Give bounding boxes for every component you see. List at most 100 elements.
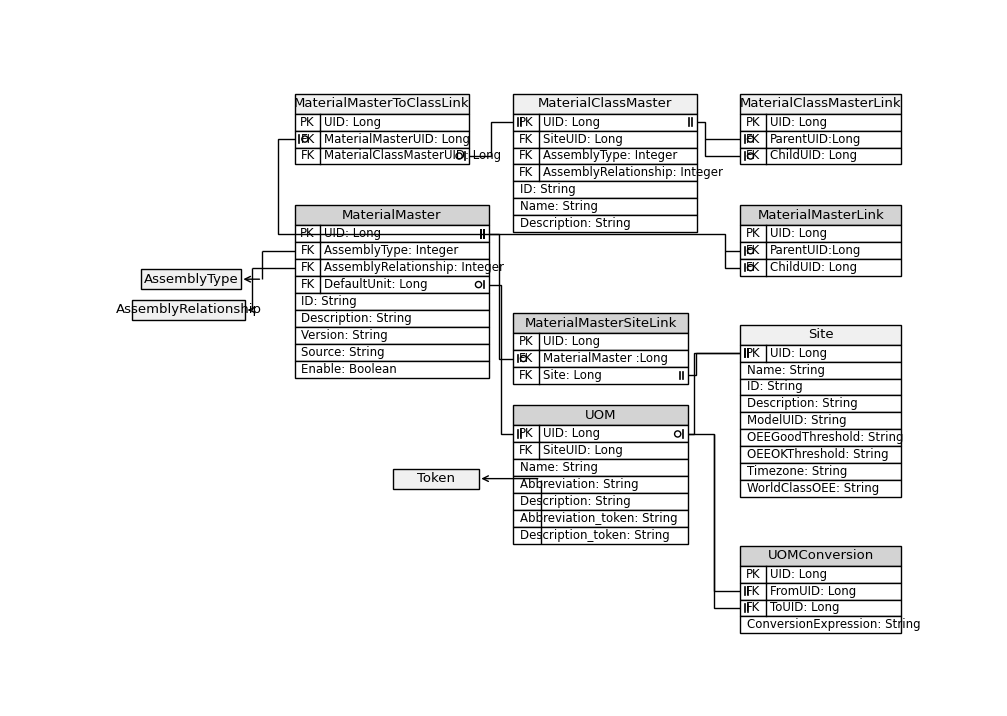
Text: DefaultUnit: Long: DefaultUnit: Long: [324, 278, 428, 291]
Bar: [295, 259, 488, 276]
Bar: [295, 344, 488, 361]
Text: ToUID: Long: ToUID: Long: [770, 601, 840, 614]
Text: Abbreviation: String: Abbreviation: String: [520, 478, 638, 491]
Text: OEEGoodThreshold: String: OEEGoodThreshold: String: [746, 431, 903, 445]
Text: FK: FK: [519, 445, 534, 458]
Text: UID: Long: UID: Long: [324, 227, 382, 241]
Text: UID: Long: UID: Long: [770, 115, 827, 129]
Bar: [740, 546, 901, 566]
Text: FK: FK: [300, 278, 315, 291]
Bar: [740, 446, 901, 463]
Text: AssemblyRelationship: AssemblyRelationship: [116, 304, 262, 316]
Bar: [514, 94, 697, 114]
Bar: [295, 361, 488, 378]
Bar: [740, 259, 901, 276]
Bar: [514, 425, 688, 442]
Text: AssemblyType: Integer: AssemblyType: Integer: [324, 244, 458, 257]
Text: MaterialMaster :Long: MaterialMaster :Long: [543, 352, 668, 365]
Text: FK: FK: [746, 244, 760, 257]
Bar: [740, 395, 901, 412]
Text: FK: FK: [746, 601, 760, 614]
Text: ParentUID:Long: ParentUID:Long: [770, 132, 861, 145]
Bar: [295, 226, 488, 242]
Text: UID: Long: UID: Long: [770, 568, 827, 581]
Text: AssemblyRelationship: Integer: AssemblyRelationship: Integer: [324, 261, 505, 274]
Text: UOMConversion: UOMConversion: [767, 549, 874, 562]
Bar: [514, 114, 697, 130]
Text: PK: PK: [746, 115, 760, 129]
Text: ID: String: ID: String: [301, 295, 356, 308]
Bar: [740, 463, 901, 480]
Text: ConversionExpression: String: ConversionExpression: String: [746, 619, 920, 632]
Bar: [141, 269, 241, 289]
Text: MaterialMaster: MaterialMaster: [342, 209, 441, 222]
Bar: [132, 300, 246, 320]
Bar: [514, 511, 688, 527]
Bar: [514, 405, 688, 425]
Text: Enable: Boolean: Enable: Boolean: [301, 363, 397, 376]
Bar: [514, 476, 688, 493]
Bar: [740, 566, 901, 583]
Text: MaterialMasterSiteLink: MaterialMasterSiteLink: [525, 316, 677, 329]
Bar: [514, 493, 688, 511]
Bar: [514, 165, 697, 181]
Bar: [295, 310, 488, 327]
Text: FK: FK: [300, 132, 315, 145]
Text: Name: String: Name: String: [520, 200, 597, 213]
Bar: [514, 350, 688, 367]
Bar: [295, 293, 488, 310]
Text: ChildUID: Long: ChildUID: Long: [770, 261, 857, 274]
Text: MaterialMasterUID: Long: MaterialMasterUID: Long: [324, 132, 470, 145]
Text: PK: PK: [519, 115, 534, 129]
Text: ID: String: ID: String: [746, 380, 803, 394]
Text: UOM: UOM: [585, 409, 616, 422]
Text: Name: String: Name: String: [746, 364, 825, 377]
Text: FK: FK: [300, 261, 315, 274]
Text: AssemblyType: Integer: AssemblyType: Integer: [543, 150, 677, 163]
Text: AssemblyType: AssemblyType: [144, 273, 239, 286]
Bar: [740, 379, 901, 395]
Bar: [740, 205, 901, 226]
Text: Description: String: Description: String: [520, 495, 630, 508]
Text: PK: PK: [300, 227, 315, 241]
Text: SiteUID: Long: SiteUID: Long: [543, 445, 622, 458]
Text: SiteUID: Long: SiteUID: Long: [543, 132, 622, 145]
Text: MaterialClassMasterUID: Long: MaterialClassMasterUID: Long: [324, 150, 501, 163]
Bar: [740, 362, 901, 379]
Bar: [514, 130, 697, 147]
Bar: [514, 181, 697, 198]
Text: ParentUID:Long: ParentUID:Long: [770, 244, 861, 257]
Text: PK: PK: [746, 568, 760, 581]
Text: PK: PK: [519, 427, 534, 440]
Bar: [295, 242, 488, 259]
Bar: [295, 205, 488, 226]
Text: FK: FK: [519, 369, 534, 382]
Text: PK: PK: [519, 335, 534, 348]
Text: Description: String: Description: String: [301, 312, 412, 325]
Text: ID: String: ID: String: [520, 183, 575, 196]
Bar: [740, 324, 901, 344]
Bar: [740, 480, 901, 497]
Bar: [514, 527, 688, 544]
Bar: [295, 276, 488, 293]
Text: FK: FK: [746, 584, 760, 598]
Text: Description_token: String: Description_token: String: [520, 529, 670, 542]
Text: FK: FK: [519, 132, 534, 145]
Bar: [740, 147, 901, 165]
Bar: [740, 344, 901, 362]
Text: UID: Long: UID: Long: [543, 115, 600, 129]
Text: UID: Long: UID: Long: [770, 347, 827, 359]
Bar: [740, 599, 901, 616]
Bar: [295, 327, 488, 344]
Bar: [740, 114, 901, 130]
Text: FK: FK: [300, 150, 315, 163]
Text: Description: String: Description: String: [746, 397, 857, 410]
Text: MaterialMasterToClassLink: MaterialMasterToClassLink: [294, 97, 470, 110]
Bar: [740, 226, 901, 242]
Text: Source: String: Source: String: [301, 346, 385, 359]
Text: MaterialClassMasterLink: MaterialClassMasterLink: [740, 97, 901, 110]
Text: MaterialMasterLink: MaterialMasterLink: [757, 209, 884, 222]
Bar: [295, 114, 469, 130]
Text: Name: String: Name: String: [520, 461, 597, 474]
Text: Abbreviation_token: String: Abbreviation_token: String: [520, 512, 677, 525]
